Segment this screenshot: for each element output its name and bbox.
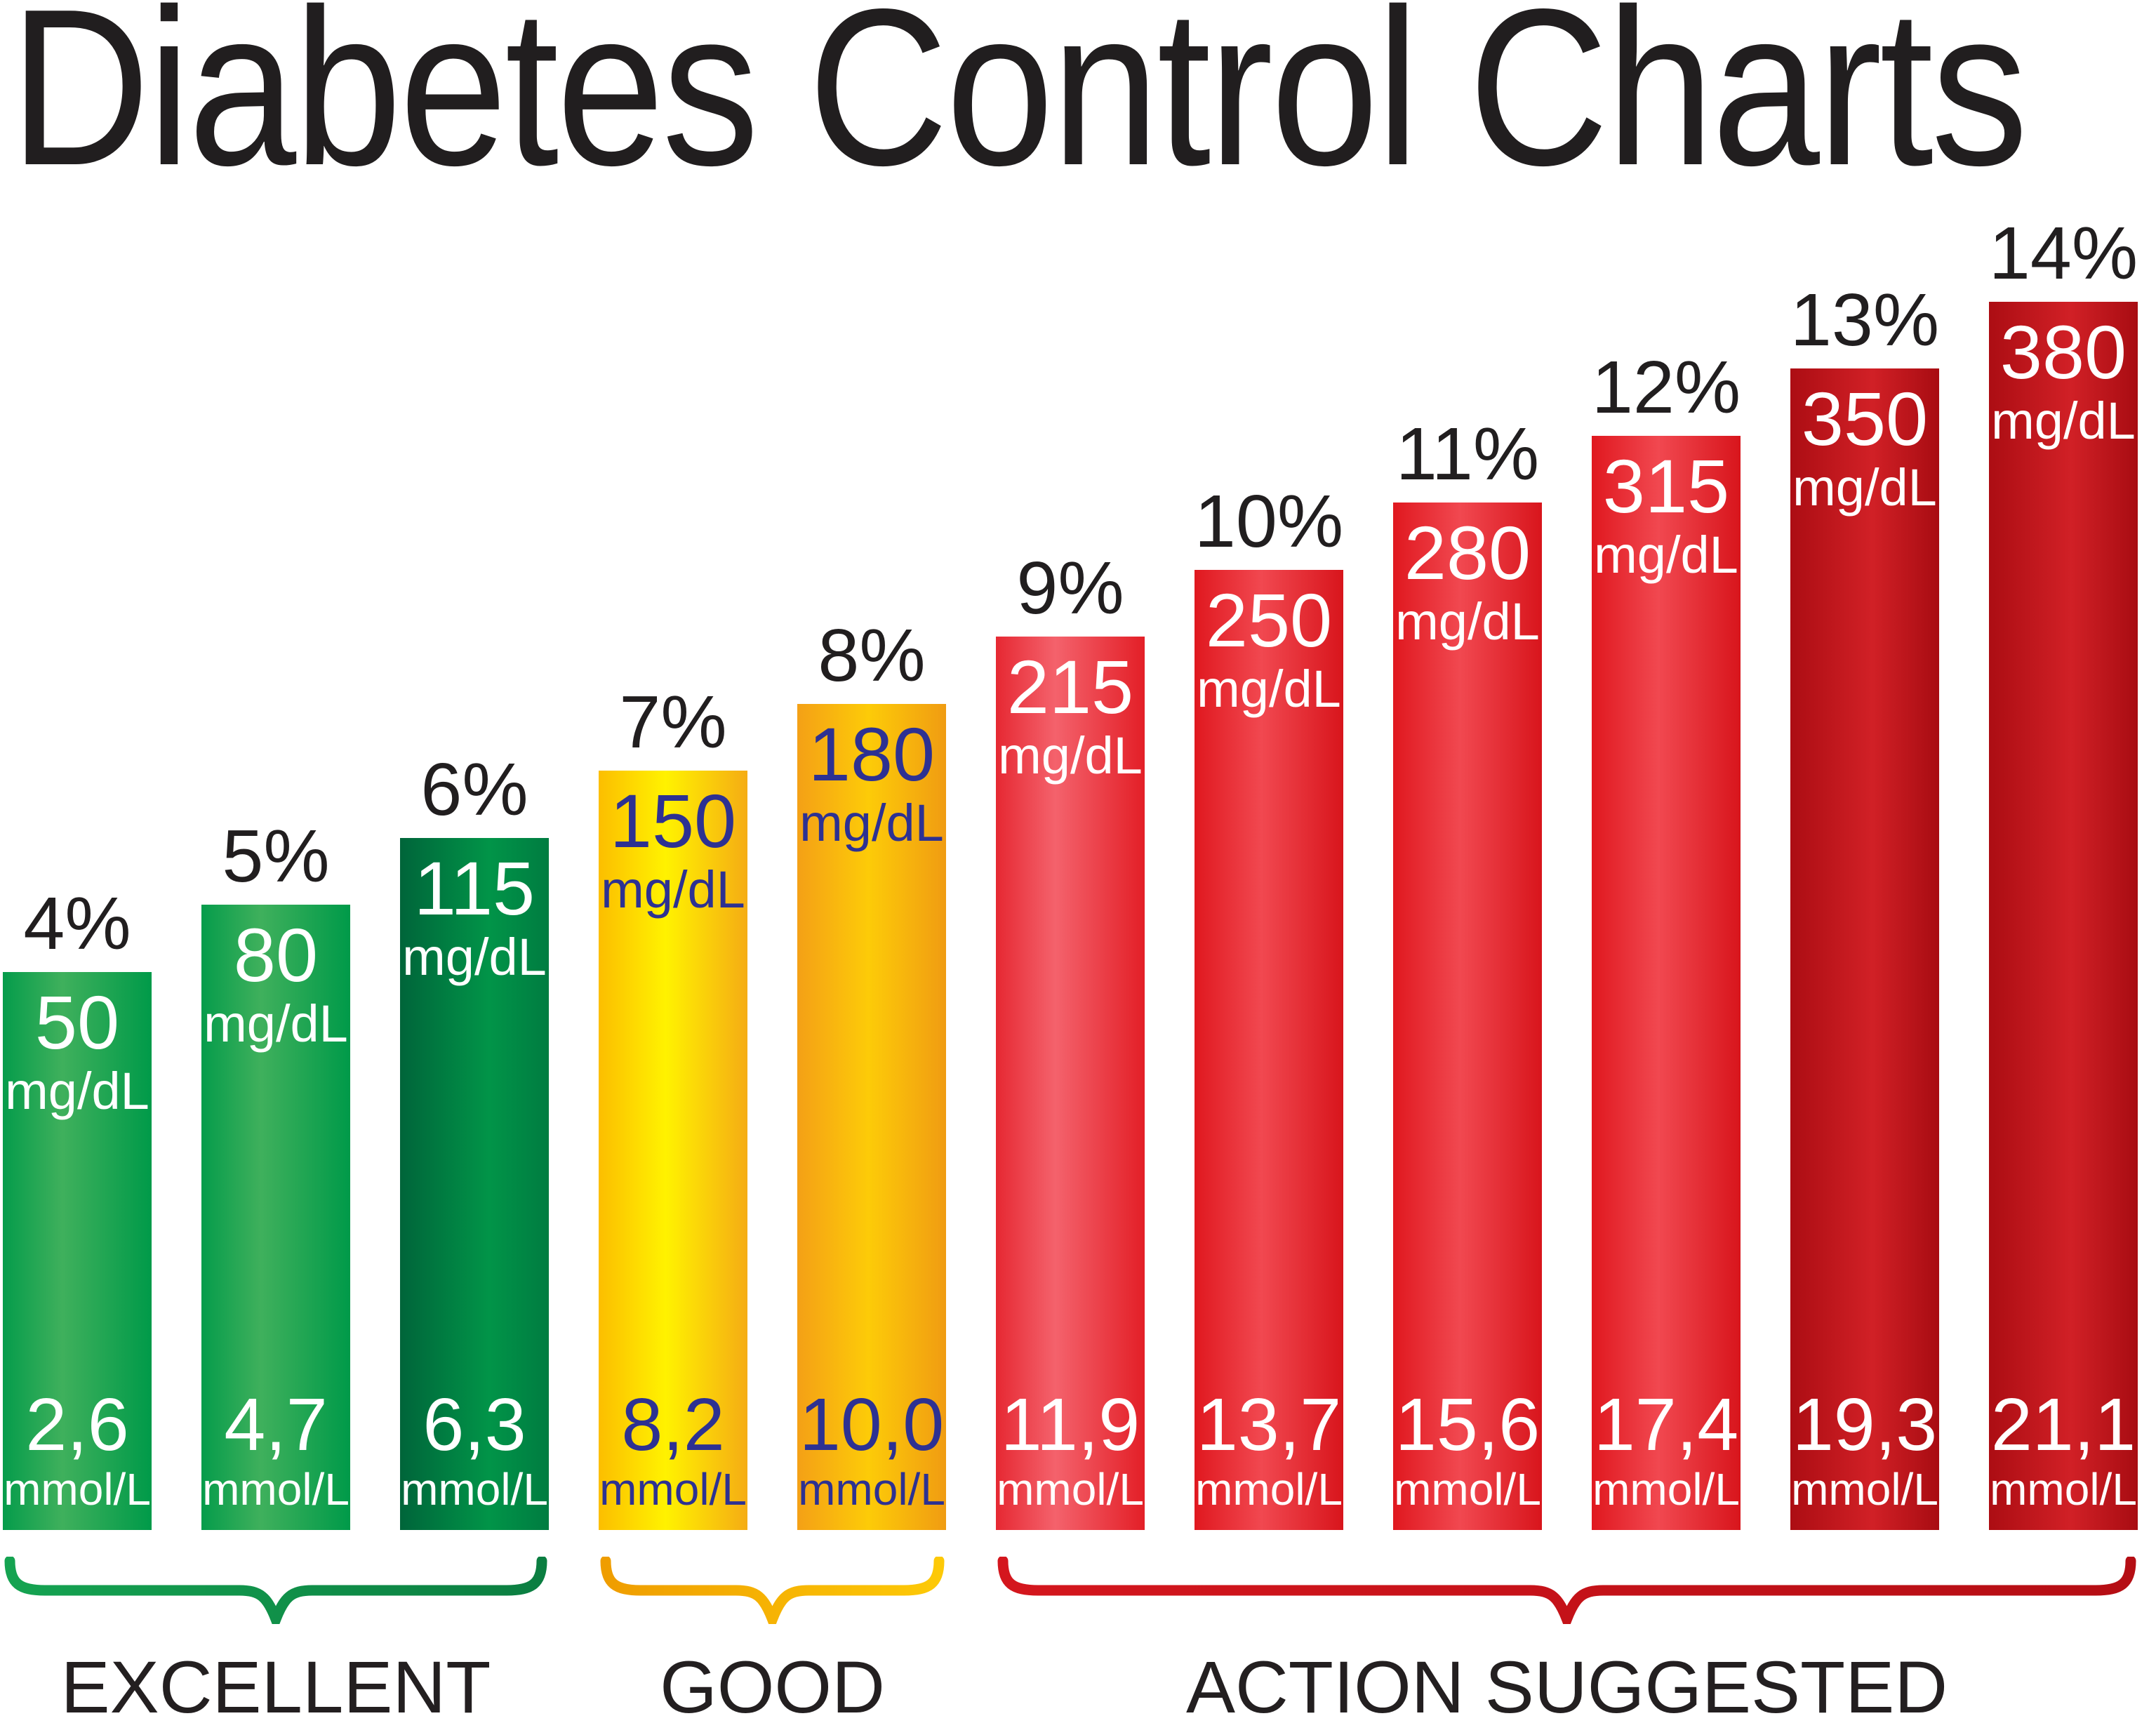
- mmol-value: 4,7: [224, 1383, 328, 1467]
- mmol-value: 8,2: [621, 1383, 725, 1467]
- bar-top-values: 280 mg/dL: [1393, 503, 1542, 648]
- bar-12%: 315 mg/dL 17,4 mmol/L: [1592, 436, 1741, 1530]
- bar-bottom-values: 6,3 mmol/L: [400, 1383, 549, 1516]
- pct-label-8%: 8%: [818, 614, 926, 697]
- mmol-unit: mmol/L: [1791, 1464, 1938, 1515]
- caption-action-suggested: ACTION SUGGESTED: [1185, 1647, 1948, 1723]
- mgdl-unit: mg/dL: [1395, 592, 1540, 651]
- mgdl-unit: mg/dL: [1197, 659, 1341, 718]
- bar-8%: 180 mg/dL 10,0 mmol/L: [797, 704, 946, 1530]
- bar-top-values: 315 mg/dL: [1592, 436, 1741, 582]
- mgdl-value: 180: [808, 712, 936, 797]
- mmol-unit: mmol/L: [798, 1464, 945, 1515]
- mmol-unit: mmol/L: [1394, 1464, 1541, 1515]
- mmol-value: 2,6: [25, 1383, 129, 1467]
- bar-bottom-values: 19,3 mmol/L: [1790, 1383, 1939, 1516]
- bar-bottom-values: 8,2 mmol/L: [599, 1383, 747, 1516]
- mmol-value: 6,3: [422, 1383, 526, 1467]
- bar-bottom-values: 15,6 mmol/L: [1393, 1383, 1542, 1516]
- mmol-unit: mmol/L: [1990, 1464, 2137, 1515]
- bar-14%: 380 mg/dL 21,1 mmol/L: [1989, 302, 2138, 1530]
- bar-top-values: 180 mg/dL: [797, 704, 946, 850]
- brace-excellent: [4, 1557, 547, 1624]
- mmol-unit: mmol/L: [1592, 1464, 1740, 1515]
- mgdl-value: 80: [233, 912, 319, 997]
- brace-path: [4, 1557, 547, 1624]
- brace-action-suggested: [997, 1557, 2136, 1624]
- pct-label-7%: 7%: [619, 681, 727, 764]
- mgdl-unit: mg/dL: [1991, 391, 2136, 450]
- pct-label-14%: 14%: [1988, 212, 2138, 295]
- mgdl-value: 50: [34, 980, 120, 1065]
- bar-top-values: 150 mg/dL: [599, 771, 747, 917]
- mmol-unit: mmol/L: [599, 1464, 747, 1515]
- mmol-unit: mmol/L: [202, 1464, 350, 1515]
- bar-top-values: 380 mg/dL: [1989, 302, 2138, 448]
- bar-4%: 50 mg/dL 2,6 mmol/L: [3, 972, 152, 1530]
- bar-top-values: 80 mg/dL: [201, 905, 350, 1051]
- mmol-unit: mmol/L: [1195, 1464, 1343, 1515]
- bar-11%: 280 mg/dL 15,6 mmol/L: [1393, 503, 1542, 1530]
- mgdl-unit: mg/dL: [5, 1061, 149, 1120]
- bar-top-values: 215 mg/dL: [996, 637, 1145, 783]
- bar-bottom-values: 13,7 mmol/L: [1195, 1383, 1343, 1516]
- mmol-value: 10,0: [799, 1383, 945, 1467]
- pct-label-9%: 9%: [1016, 547, 1124, 630]
- bar-7%: 150 mg/dL 8,2 mmol/L: [599, 771, 747, 1530]
- bar-bottom-values: 11,9 mmol/L: [996, 1383, 1145, 1516]
- bar-top-values: 350 mg/dL: [1790, 368, 1939, 514]
- pct-label-12%: 12%: [1591, 346, 1741, 429]
- mgdl-value: 250: [1205, 578, 1333, 663]
- pct-label-13%: 13%: [1790, 279, 1940, 361]
- bar-10%: 250 mg/dL 13,7 mmol/L: [1195, 570, 1343, 1530]
- bar-bottom-values: 2,6 mmol/L: [3, 1383, 152, 1516]
- mmol-unit: mmol/L: [401, 1464, 548, 1515]
- mmol-value: 13,7: [1196, 1383, 1342, 1467]
- bar-9%: 215 mg/dL 11,9 mmol/L: [996, 637, 1145, 1530]
- pct-label-10%: 10%: [1194, 480, 1344, 563]
- bar-top-values: 115 mg/dL: [400, 838, 549, 984]
- mgdl-value: 215: [1006, 644, 1134, 729]
- caption-excellent: EXCELLENT: [60, 1647, 491, 1723]
- bar-top-values: 50 mg/dL: [3, 972, 152, 1118]
- bar-13%: 350 mg/dL 19,3 mmol/L: [1790, 368, 1939, 1530]
- mgdl-unit: mg/dL: [799, 793, 944, 852]
- mgdl-unit: mg/dL: [402, 927, 547, 986]
- mgdl-value: 350: [1801, 376, 1929, 461]
- bar-5%: 80 mg/dL 4,7 mmol/L: [201, 905, 350, 1530]
- bar-bottom-values: 4,7 mmol/L: [201, 1383, 350, 1516]
- pct-label-5%: 5%: [222, 815, 330, 898]
- bar-6%: 115 mg/dL 6,3 mmol/L: [400, 838, 549, 1530]
- mgdl-unit: mg/dL: [601, 860, 745, 919]
- mgdl-value: 280: [1404, 510, 1531, 595]
- mgdl-value: 115: [413, 846, 535, 931]
- mmol-value: 17,4: [1593, 1383, 1739, 1467]
- mgdl-unit: mg/dL: [1594, 525, 1738, 584]
- bar-bottom-values: 17,4 mmol/L: [1592, 1383, 1741, 1516]
- mmol-value: 11,9: [1000, 1383, 1140, 1467]
- mmol-unit: mmol/L: [997, 1464, 1144, 1515]
- bar-bottom-values: 10,0 mmol/L: [797, 1383, 946, 1516]
- mgdl-value: 150: [609, 778, 737, 863]
- pct-label-11%: 11%: [1395, 413, 1540, 495]
- mmol-unit: mmol/L: [4, 1464, 151, 1515]
- mgdl-unit: mg/dL: [998, 726, 1143, 785]
- mmol-value: 15,6: [1395, 1383, 1541, 1467]
- brace-path: [600, 1557, 945, 1624]
- mgdl-value: 380: [1999, 310, 2127, 394]
- pct-label-6%: 6%: [420, 748, 528, 831]
- brace-path: [997, 1557, 2136, 1624]
- mgdl-value: 315: [1602, 444, 1730, 528]
- mmol-value: 21,1: [1990, 1383, 2136, 1467]
- brace-good: [600, 1557, 945, 1624]
- pct-label-4%: 4%: [23, 882, 131, 965]
- mgdl-unit: mg/dL: [204, 994, 348, 1053]
- chart-title: Diabetes Control Charts: [10, 0, 2028, 212]
- bar-bottom-values: 21,1 mmol/L: [1989, 1383, 2138, 1516]
- bar-top-values: 250 mg/dL: [1195, 570, 1343, 716]
- caption-good: GOOD: [660, 1647, 885, 1723]
- mgdl-unit: mg/dL: [1792, 458, 1937, 517]
- mmol-value: 19,3: [1792, 1383, 1938, 1467]
